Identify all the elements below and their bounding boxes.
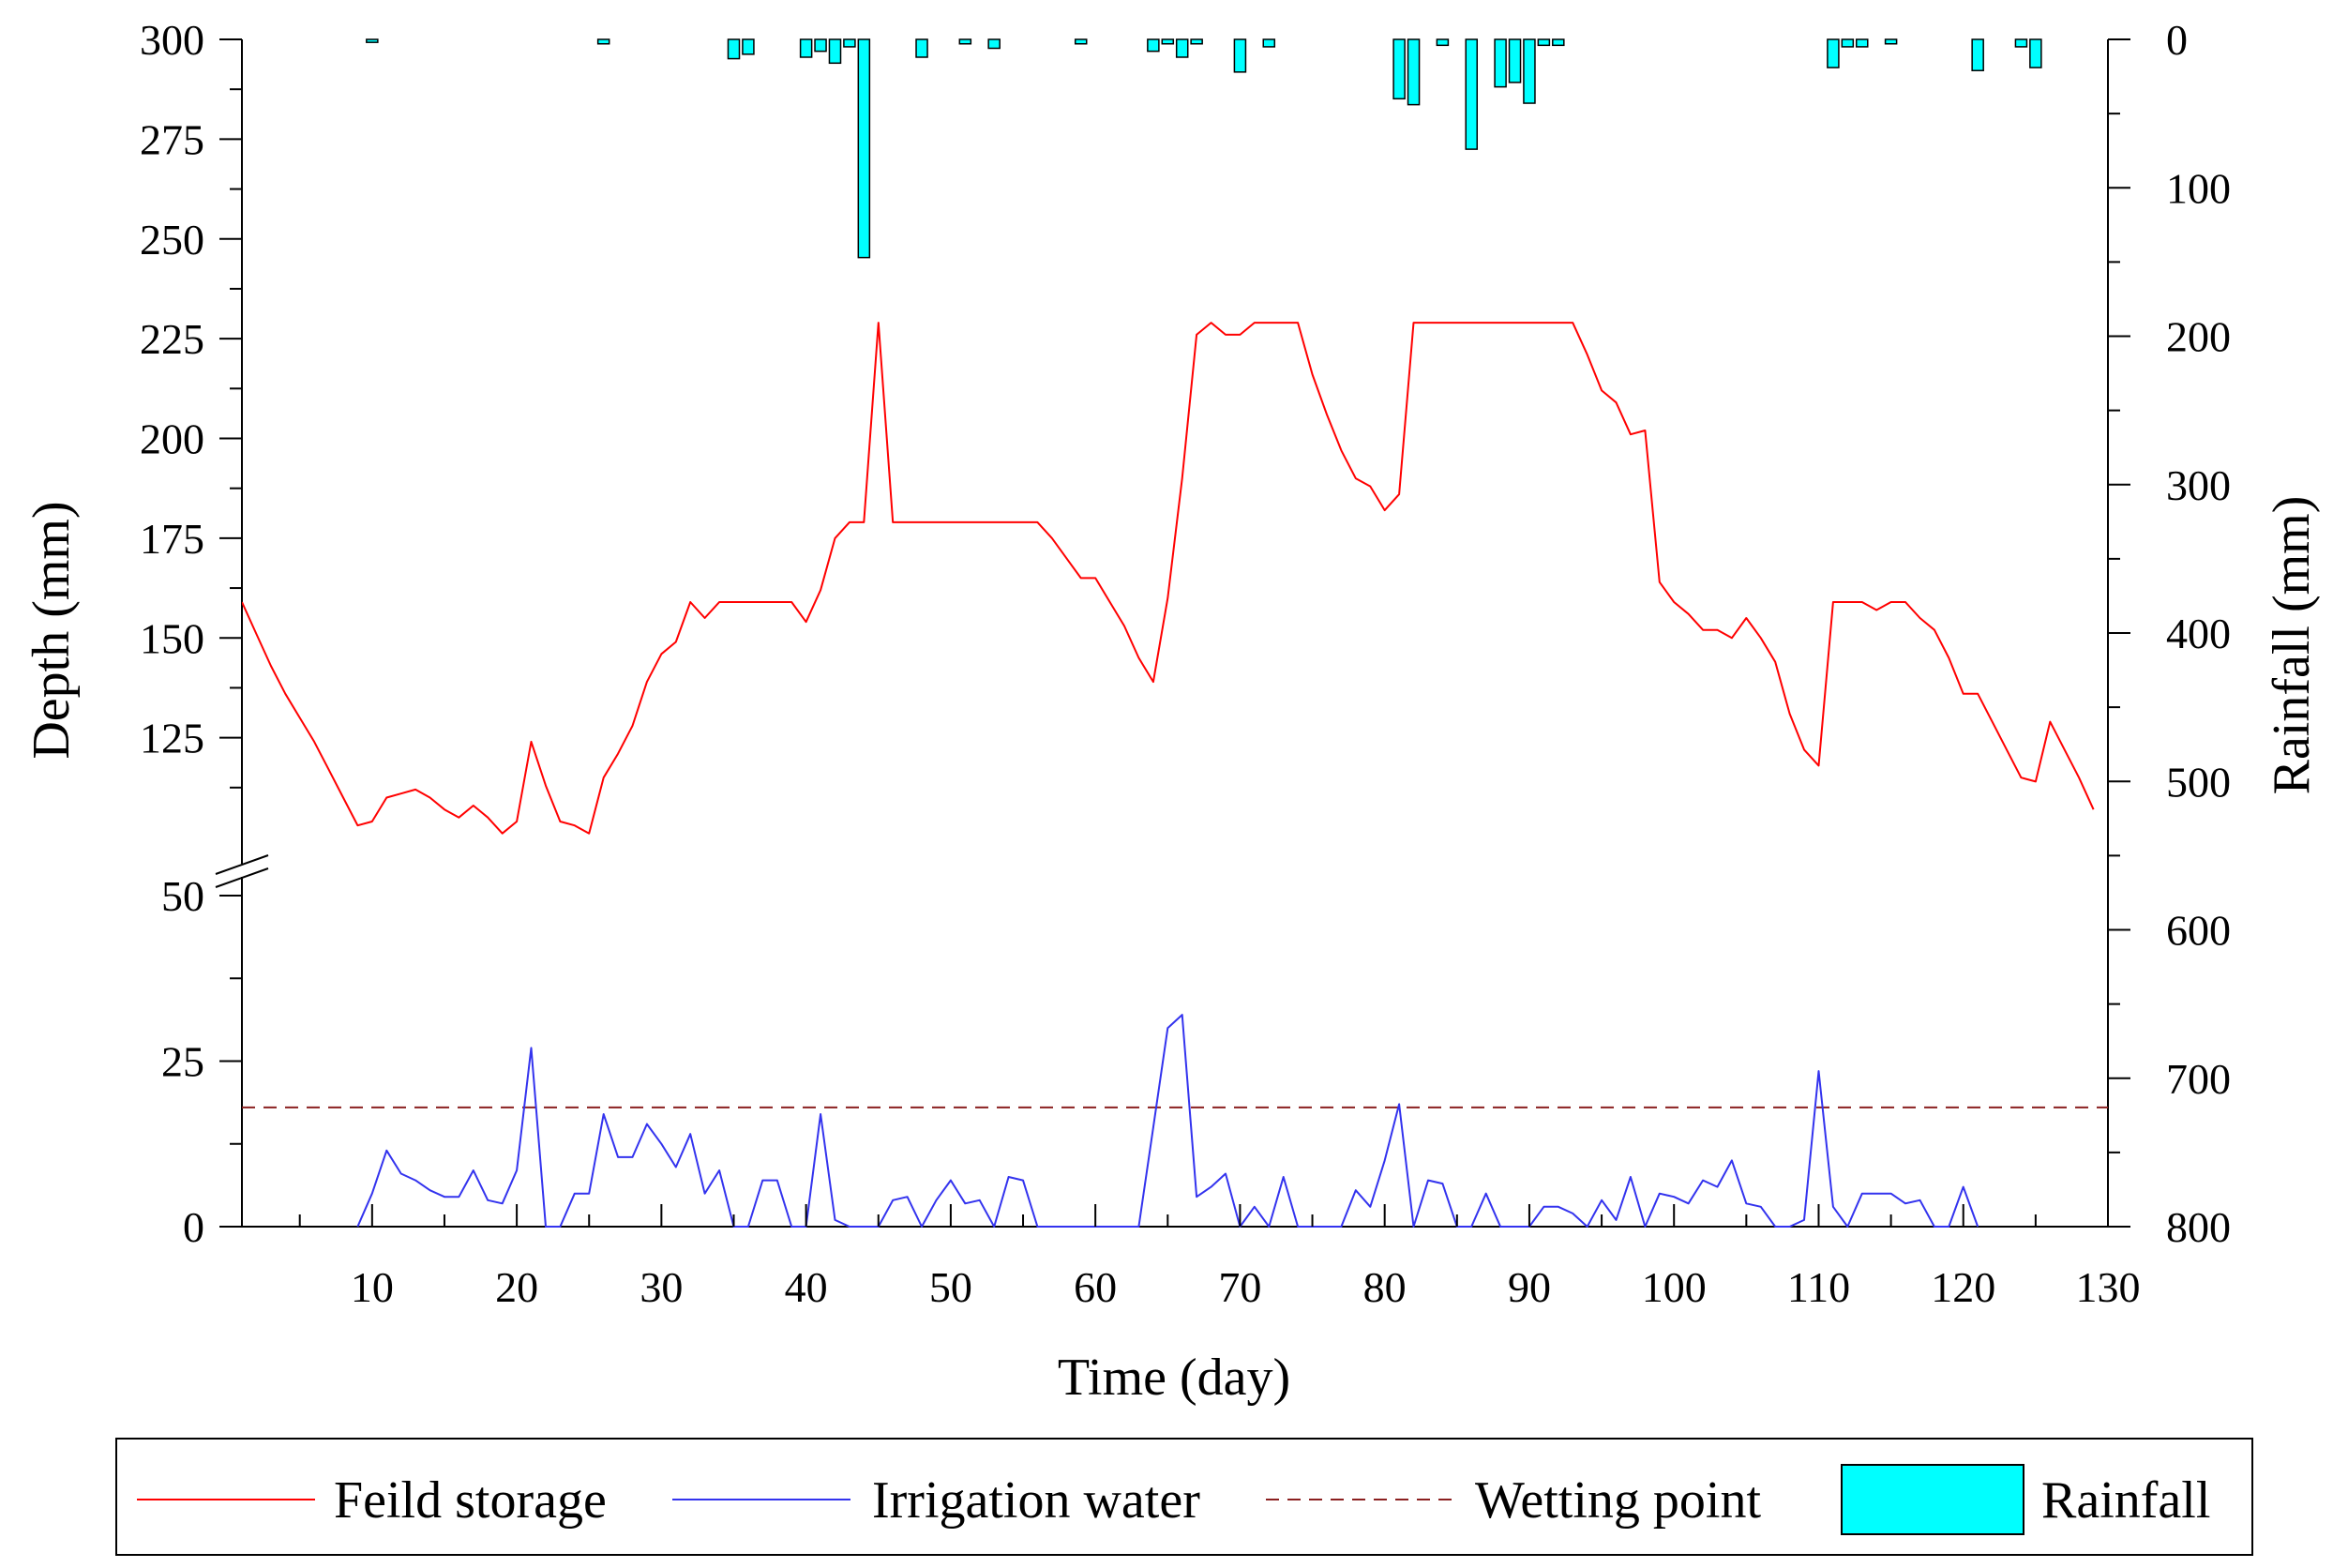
rainfall-bar xyxy=(1508,38,1522,83)
rainfall-bar xyxy=(915,38,928,58)
rainfall-bar xyxy=(857,38,871,259)
x-tick-label: 70 xyxy=(1218,1263,1261,1311)
right-tick-label: 500 xyxy=(2166,758,2231,806)
rainfall-bar xyxy=(1161,38,1175,45)
rainfall-bar xyxy=(1074,38,1088,45)
rainfall-bar xyxy=(828,38,842,65)
rainfall-bar xyxy=(1436,38,1450,47)
x-tick-label: 10 xyxy=(351,1263,394,1311)
right-tick-label: 0 xyxy=(2166,16,2188,64)
left-tick-label: 175 xyxy=(140,515,204,563)
x-tick-label: 120 xyxy=(1931,1263,1995,1311)
left-tick-label: 125 xyxy=(140,715,204,762)
x-tick-label: 80 xyxy=(1363,1263,1407,1311)
right-tick-label: 600 xyxy=(2166,907,2231,955)
rainfall-bar xyxy=(1884,38,1898,45)
rainfall-bar xyxy=(1175,38,1189,58)
right-tick-label: 400 xyxy=(2166,610,2231,657)
rainfall-bar xyxy=(1392,38,1406,100)
irrigation-water-series xyxy=(356,1014,1979,1228)
rainfall-bar xyxy=(596,38,610,45)
right-tick-label: 800 xyxy=(2166,1203,2231,1251)
left-tick-label: 0 xyxy=(183,1203,204,1251)
rainfall-bar xyxy=(958,38,972,45)
rainfall-bar xyxy=(1494,38,1507,88)
left-tick-label: 275 xyxy=(140,115,204,163)
rainfall-bar xyxy=(742,38,755,55)
rainfall-bar xyxy=(1190,38,1203,45)
x-tick-label: 50 xyxy=(929,1263,972,1311)
x-tick-label: 60 xyxy=(1074,1263,1117,1311)
left-tick-label: 300 xyxy=(140,16,204,64)
left-tick-label: 200 xyxy=(140,415,204,463)
x-tick-label: 90 xyxy=(1508,1263,1551,1311)
rainfall-bar xyxy=(2029,38,2042,68)
right-tick-label: 700 xyxy=(2166,1055,2231,1103)
rainfall-bar xyxy=(1523,38,1536,104)
x-tick-label: 100 xyxy=(1642,1263,1707,1311)
axis-break-mark xyxy=(215,867,269,888)
right-tick-label: 300 xyxy=(2166,461,2231,509)
left-tick-label: 25 xyxy=(161,1038,204,1086)
x-tick-label: 130 xyxy=(2076,1263,2141,1311)
rainfall-bar xyxy=(843,38,856,48)
legend-label-irrigation-water: Irrigation water xyxy=(872,1471,1200,1530)
rainfall-bar xyxy=(1233,38,1247,73)
legend-label-wetting-point: Wetting point xyxy=(1475,1471,1761,1530)
legend-swatch-rainfall xyxy=(1841,1464,2024,1535)
rainfall-bars xyxy=(366,38,2042,259)
rainfall-bar xyxy=(987,38,1001,50)
rainfall-bar xyxy=(366,38,379,43)
rainfall-bar xyxy=(814,38,827,53)
x-axis: 10 20 30 40 50 60 70 80 90 100 110 120 130 xyxy=(298,1204,2141,1311)
right-tick-label: 200 xyxy=(2166,313,2231,361)
legend-label-feild-storage: Feild storage xyxy=(334,1471,607,1530)
axis-break-mark xyxy=(215,854,269,875)
rainfall-bar xyxy=(799,38,813,58)
rainfall-bar xyxy=(1147,38,1160,53)
x-tick-label: 20 xyxy=(495,1263,538,1311)
legend-frame xyxy=(115,1438,2253,1556)
rainfall-bar xyxy=(1552,38,1565,47)
left-tick-label: 250 xyxy=(140,216,204,264)
left-tick-label: 50 xyxy=(161,872,204,920)
x-tick-label: 110 xyxy=(1787,1263,1850,1311)
rainfall-bar xyxy=(1407,38,1421,106)
rainfall-bar xyxy=(1971,38,1984,71)
x-tick-label: 30 xyxy=(640,1263,683,1311)
rainfall-bar xyxy=(2014,38,2028,48)
rainfall-bar xyxy=(1855,38,1869,48)
rainfall-bar xyxy=(1537,38,1551,47)
rainfall-bar xyxy=(1262,38,1276,48)
right-axis-title: Rainfall (mm) xyxy=(2263,496,2321,795)
field-storage-line xyxy=(242,322,2095,835)
left-axis: 0 25 50 125 150 175 200 225 250 275 300 xyxy=(140,16,242,1251)
left-tick-label: 150 xyxy=(140,614,204,662)
legend-label-rainfall: Rainfall xyxy=(2041,1471,2210,1530)
field-storage-series xyxy=(242,322,2095,835)
legend: Feild storage Irrigation water Wetting p… xyxy=(115,1438,2253,1556)
rainfall-bar xyxy=(1841,38,1855,48)
irrigation-water-line xyxy=(356,1014,1979,1228)
left-tick-label: 225 xyxy=(140,315,204,363)
right-tick-label: 100 xyxy=(2166,164,2231,212)
right-axis: 0 100 200 300 400 500 600 700 800 xyxy=(2108,16,2231,1251)
rainfall-bar xyxy=(1827,38,1840,68)
rainfall-bar xyxy=(1465,38,1479,150)
rainfall-bar xyxy=(727,38,741,60)
left-axis-title: Depth (mm) xyxy=(23,501,81,759)
x-axis-title: Time (day) xyxy=(1058,1349,1290,1407)
x-tick-label: 40 xyxy=(785,1263,828,1311)
